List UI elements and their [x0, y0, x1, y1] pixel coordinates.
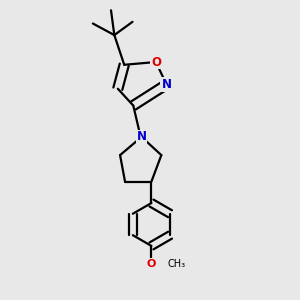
Text: O: O — [147, 259, 156, 269]
Text: O: O — [151, 56, 161, 68]
Text: CH₃: CH₃ — [167, 259, 185, 269]
Text: N: N — [161, 78, 171, 91]
Text: N: N — [136, 130, 146, 143]
